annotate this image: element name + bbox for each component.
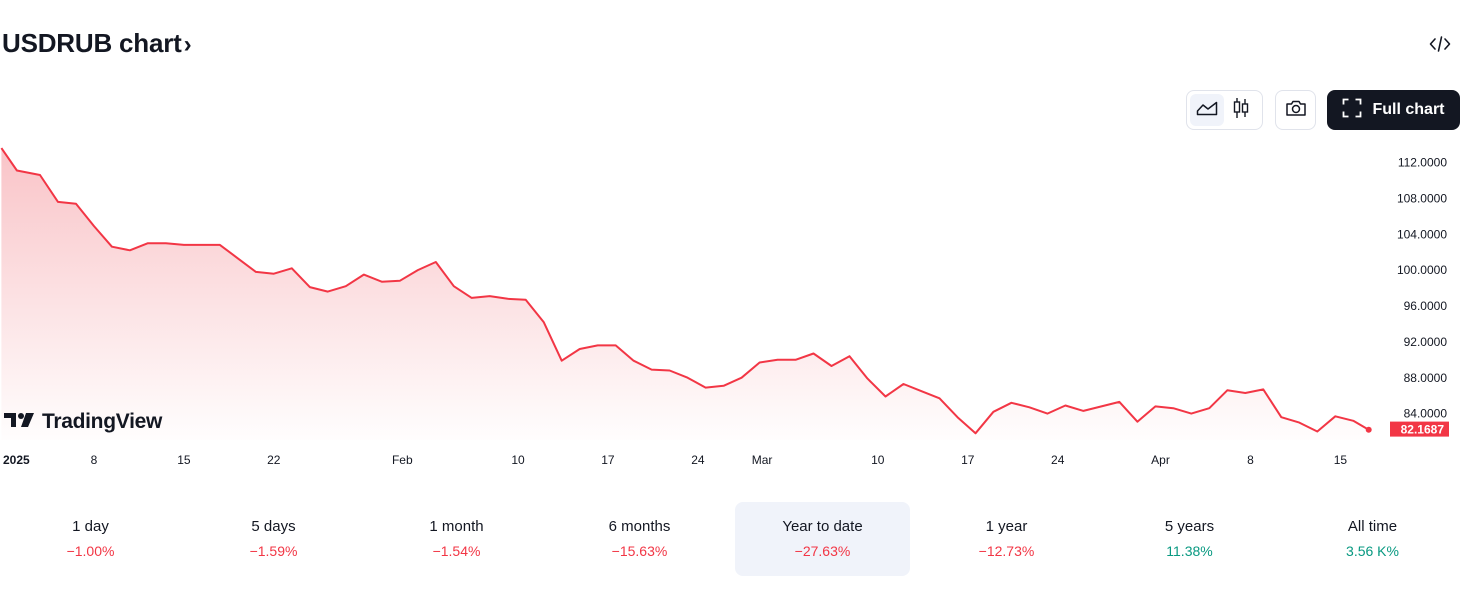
- period-tab[interactable]: Year to date −27.63%: [735, 502, 910, 576]
- chevron-right-icon: ›: [183, 31, 192, 58]
- period-tab[interactable]: 1 year −12.73%: [919, 502, 1094, 576]
- period-tab[interactable]: 5 years 11.38%: [1102, 502, 1277, 576]
- period-tab[interactable]: 1 day −1.00%: [3, 502, 178, 576]
- y-tick-label: 108.0000: [1397, 191, 1447, 205]
- period-change-value: 11.38%: [1166, 543, 1213, 559]
- embed-code-button[interactable]: [1425, 32, 1455, 60]
- period-label: 1 year: [985, 518, 1028, 535]
- period-change-value: −15.63%: [611, 543, 668, 559]
- x-tick-label: 8: [1247, 453, 1254, 467]
- x-tick-label: 17: [961, 453, 975, 467]
- y-tick-label: 100.0000: [1397, 263, 1447, 277]
- period-tab[interactable]: All time 3.56 K%: [1285, 502, 1460, 576]
- period-label: 6 months: [608, 518, 671, 535]
- x-tick-label: 22: [267, 453, 281, 467]
- period-label: 5 years: [1164, 518, 1215, 535]
- full-chart-label: Full chart: [1372, 101, 1445, 118]
- y-tick-label: 96.0000: [1404, 299, 1448, 313]
- snapshot-button[interactable]: [1275, 90, 1316, 130]
- period-change-value: −12.73%: [978, 543, 1035, 559]
- area-chart-button[interactable]: [1190, 94, 1224, 126]
- x-tick-label: 2025: [3, 453, 30, 467]
- last-value-badge: [1390, 421, 1449, 437]
- tradingview-logo: TradingView: [4, 410, 162, 434]
- period-label: All time: [1347, 518, 1398, 535]
- candlestick-chart-button[interactable]: [1224, 94, 1258, 126]
- y-tick-label: 112.0000: [1398, 156, 1447, 170]
- period-change-value: 3.56 K%: [1346, 543, 1399, 559]
- chart-title-link[interactable]: USDRUB chart›: [2, 28, 192, 59]
- y-tick-label: 84.0000: [1404, 407, 1448, 421]
- code-icon: [1429, 35, 1451, 58]
- price-chart[interactable]: 112.0000 108.0000 104.0000 100.0000 96.0000 9…: [0, 140, 1469, 475]
- x-tick-label: 15: [1334, 453, 1348, 467]
- camera-icon: [1285, 99, 1307, 122]
- period-tab[interactable]: 6 months −15.63%: [552, 502, 727, 576]
- period-label: 5 days: [251, 518, 296, 535]
- period-change-value: −1.00%: [66, 543, 115, 559]
- period-change-value: −1.59%: [249, 543, 298, 559]
- price-line: [0, 147, 1370, 435]
- area-chart-icon: [1196, 100, 1218, 121]
- period-change-value: −1.54%: [432, 543, 481, 559]
- page-title: USDRUB chart: [2, 28, 182, 58]
- x-tick-label: 8: [91, 453, 98, 467]
- last-price-dot: [1365, 426, 1372, 433]
- x-tick-label: 10: [871, 453, 885, 467]
- y-tick-label: 104.0000: [1397, 227, 1447, 241]
- last-value-label: 82.1687: [1401, 423, 1445, 437]
- x-tick-label: 17: [601, 453, 615, 467]
- x-tick-label: 24: [1051, 453, 1065, 467]
- x-tick-label: 24: [691, 453, 705, 467]
- x-tick-label: Apr: [1151, 453, 1170, 467]
- period-change-value: −27.63%: [794, 543, 851, 559]
- tradingview-logo-icon: [4, 410, 36, 434]
- period-label: Year to date: [782, 518, 863, 535]
- candlestick-icon: [1232, 97, 1250, 124]
- full-chart-button[interactable]: Full chart: [1327, 90, 1460, 130]
- chart-type-toggle: [1186, 90, 1263, 130]
- fullscreen-icon: [1342, 98, 1362, 123]
- y-tick-label: 92.0000: [1404, 335, 1448, 349]
- x-tick-label: Mar: [752, 453, 773, 467]
- period-label: 1 month: [429, 518, 484, 535]
- tradingview-logo-text: TradingView: [42, 410, 163, 433]
- x-tick-label: 10: [511, 453, 525, 467]
- period-tab[interactable]: 1 month −1.54%: [369, 502, 544, 576]
- y-tick-label: 88.0000: [1404, 371, 1448, 385]
- period-label: 1 day: [72, 518, 109, 535]
- period-selector: 1 day −1.00% 5 days −1.59% 1 month −1.54% 6 mo…: [0, 502, 1469, 576]
- price-area-fill: [1, 148, 1369, 440]
- period-tab[interactable]: 5 days −1.59%: [186, 502, 361, 576]
- x-tick-label: 15: [177, 453, 191, 467]
- x-tick-label: Feb: [392, 453, 413, 467]
